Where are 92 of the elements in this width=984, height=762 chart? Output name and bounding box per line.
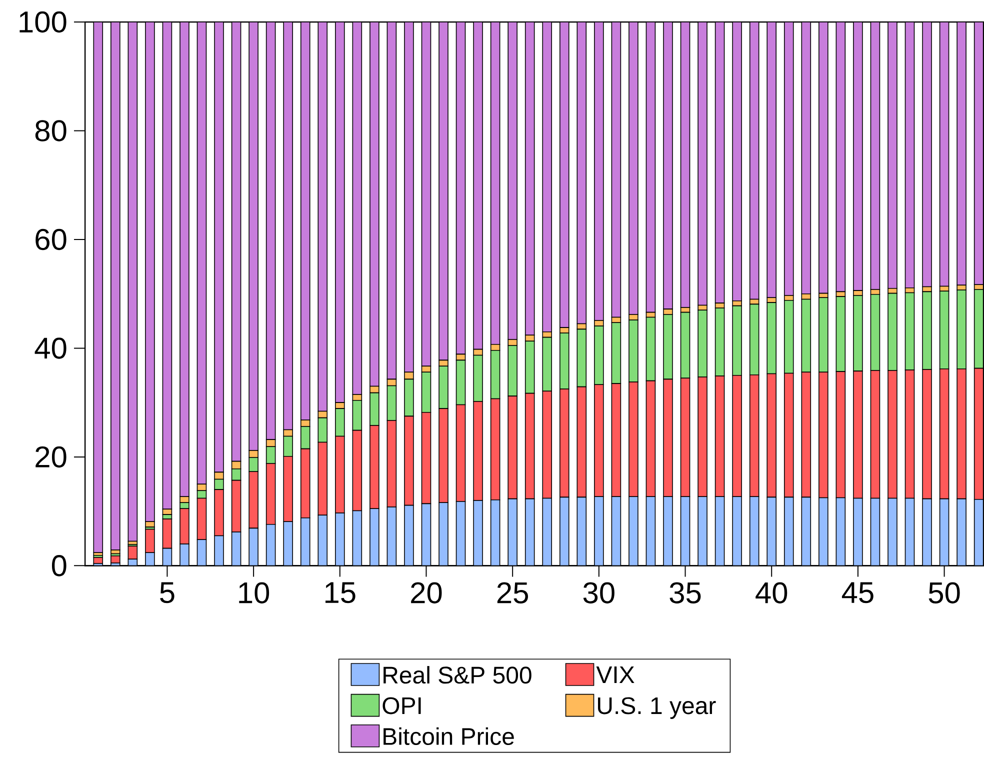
- bar: [836, 497, 846, 566]
- bar: [974, 289, 984, 369]
- bar: [714, 308, 725, 376]
- x-tick-label: 15: [325, 582, 356, 604]
- bar: [386, 385, 397, 421]
- bar: [386, 506, 397, 566]
- bar: [456, 404, 466, 502]
- bar: [421, 503, 432, 566]
- x-tick-label: 50: [928, 582, 960, 604]
- bar: [421, 22, 432, 367]
- legend-label: U.S. 1 year: [598, 697, 716, 719]
- bar: [231, 480, 242, 532]
- bar: [162, 548, 172, 566]
- bar: [870, 370, 880, 499]
- bar: [490, 398, 500, 500]
- y-tick-label: 40: [34, 338, 66, 359]
- bar: [386, 420, 397, 508]
- bar: [749, 374, 760, 498]
- bar: [904, 498, 915, 566]
- bar: [680, 312, 690, 379]
- bar: [939, 290, 950, 370]
- bar: [749, 496, 760, 566]
- bar: [714, 496, 725, 566]
- bar: [266, 463, 276, 525]
- x-tick-label: 10: [239, 582, 270, 604]
- x-tick-label: 45: [842, 582, 874, 604]
- bar: [646, 380, 656, 498]
- bar: [128, 22, 138, 542]
- bar: [836, 296, 846, 372]
- bar: [231, 22, 242, 462]
- x-tick-label: 25: [497, 582, 528, 604]
- bar: [714, 22, 725, 304]
- bar: [456, 501, 466, 566]
- bar: [870, 22, 880, 290]
- bar: [904, 22, 915, 288]
- bar: [266, 22, 276, 440]
- bar: [128, 546, 138, 560]
- bar: [231, 532, 242, 566]
- bar: [196, 539, 207, 566]
- legend-label: OPI: [382, 697, 421, 714]
- bar: [421, 372, 432, 413]
- bar: [196, 498, 207, 540]
- legend-label: Bitcoin Price: [384, 727, 514, 746]
- bar: [490, 350, 500, 400]
- bar: [974, 368, 984, 500]
- bar: [974, 498, 984, 566]
- bar: [939, 368, 950, 500]
- bar: [904, 370, 915, 499]
- bar: [266, 524, 276, 566]
- x-tick-label: 20: [411, 582, 442, 604]
- x-tick-label: 35: [670, 582, 701, 604]
- bar: [162, 518, 172, 549]
- y-tick-label: 100: [20, 11, 66, 33]
- bar: [456, 360, 466, 406]
- bar: [646, 496, 656, 566]
- bar: [490, 500, 500, 566]
- bar: [611, 22, 622, 318]
- x-tick-label: 40: [756, 582, 788, 604]
- bar: [749, 304, 760, 376]
- bar: [749, 22, 760, 300]
- bar: [196, 22, 207, 485]
- bar: [646, 22, 656, 313]
- bar: [870, 294, 880, 371]
- bar: [386, 22, 397, 380]
- bar: [714, 376, 725, 498]
- bar: [680, 378, 690, 498]
- bar: [836, 371, 846, 498]
- bar: [939, 22, 950, 287]
- y-tick-label: 20: [36, 446, 66, 468]
- legend-label: VIX: [596, 666, 634, 683]
- bar: [870, 498, 880, 566]
- bar: [611, 383, 622, 498]
- bar: [266, 446, 276, 464]
- y-tick-label: 80: [35, 120, 66, 142]
- y-tick-label: 0: [52, 555, 66, 576]
- bar: [836, 22, 846, 292]
- y-tick-label: 60: [36, 228, 66, 250]
- bar: [680, 496, 690, 566]
- legend-label: Real S&P 500: [384, 666, 532, 684]
- bar: [162, 22, 172, 510]
- bar: [646, 316, 656, 382]
- bar: [611, 496, 622, 566]
- x-tick-label: 5: [160, 582, 174, 604]
- bar: [974, 22, 984, 285]
- bar: [611, 322, 622, 384]
- bar: [456, 22, 466, 355]
- bar: [490, 22, 500, 345]
- x-tick-label: 30: [583, 582, 614, 604]
- bar: [939, 498, 950, 566]
- bar: [680, 22, 690, 308]
- bar: [421, 412, 432, 504]
- bar: [904, 292, 915, 370]
